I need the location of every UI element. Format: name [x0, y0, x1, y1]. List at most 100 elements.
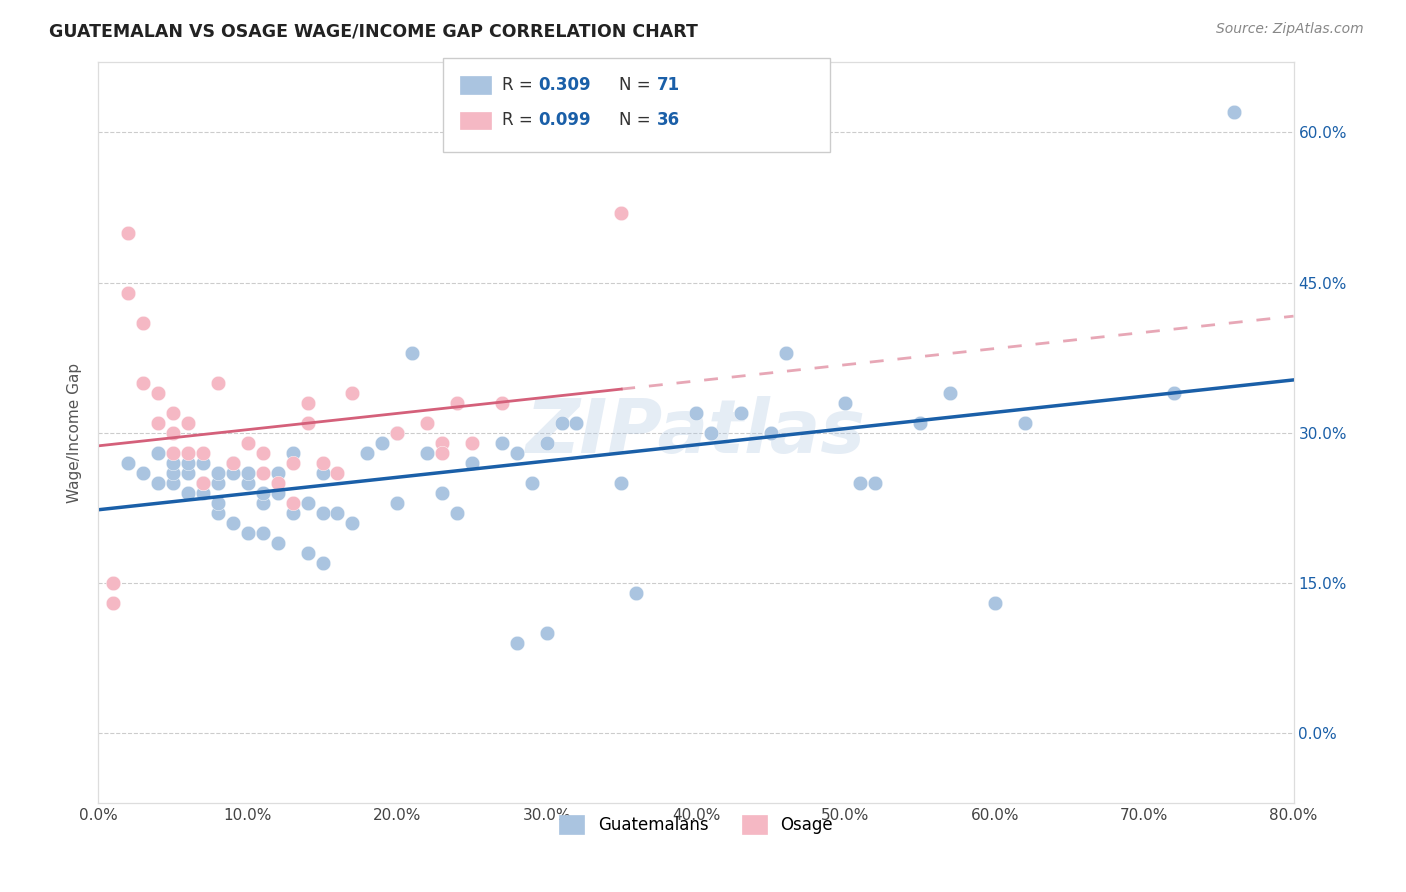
- Text: 0.309: 0.309: [538, 76, 591, 94]
- Point: [222, 456, 245, 470]
- Point: [148, 416, 170, 430]
- Point: [222, 466, 245, 480]
- Point: [236, 466, 259, 480]
- Point: [342, 516, 364, 530]
- Point: [430, 445, 453, 459]
- Point: [252, 445, 274, 459]
- Point: [177, 466, 200, 480]
- Point: [491, 395, 513, 409]
- Point: [461, 456, 484, 470]
- Point: [385, 496, 409, 510]
- Point: [132, 466, 155, 480]
- Point: [775, 345, 797, 359]
- Point: [191, 445, 214, 459]
- Point: [730, 406, 752, 420]
- Point: [162, 475, 184, 490]
- Point: [311, 456, 333, 470]
- Point: [908, 416, 931, 430]
- Point: [520, 475, 543, 490]
- Legend: Guatemalans, Osage: Guatemalans, Osage: [551, 806, 841, 843]
- Point: [385, 425, 409, 440]
- Point: [297, 416, 319, 430]
- Y-axis label: Wage/Income Gap: Wage/Income Gap: [67, 362, 83, 503]
- Point: [103, 575, 125, 590]
- Point: [267, 535, 290, 549]
- Point: [834, 395, 856, 409]
- Point: [939, 385, 962, 400]
- Point: [326, 466, 349, 480]
- Point: [148, 475, 170, 490]
- Point: [207, 506, 229, 520]
- Point: [461, 435, 484, 450]
- Point: [207, 376, 229, 390]
- Text: ZIPatlas: ZIPatlas: [526, 396, 866, 469]
- Point: [565, 416, 588, 430]
- Point: [491, 435, 513, 450]
- Point: [162, 445, 184, 459]
- Point: [984, 596, 1007, 610]
- Point: [416, 445, 439, 459]
- Point: [103, 596, 125, 610]
- Point: [162, 466, 184, 480]
- Text: R =: R =: [502, 76, 538, 94]
- Point: [610, 475, 633, 490]
- Point: [148, 385, 170, 400]
- Point: [1163, 385, 1185, 400]
- Point: [1223, 105, 1246, 120]
- Text: N =: N =: [619, 76, 655, 94]
- Point: [610, 205, 633, 219]
- Point: [506, 445, 529, 459]
- Text: 36: 36: [657, 112, 679, 129]
- Point: [267, 466, 290, 480]
- Point: [536, 435, 558, 450]
- Point: [849, 475, 872, 490]
- Point: [236, 435, 259, 450]
- Point: [371, 435, 394, 450]
- Point: [267, 475, 290, 490]
- Point: [446, 506, 468, 520]
- Point: [252, 485, 274, 500]
- Text: N =: N =: [619, 112, 655, 129]
- Point: [148, 445, 170, 459]
- Point: [207, 475, 229, 490]
- Point: [177, 485, 200, 500]
- Point: [700, 425, 723, 440]
- Text: 0.099: 0.099: [538, 112, 591, 129]
- Point: [685, 406, 707, 420]
- Point: [117, 285, 139, 300]
- Point: [222, 456, 245, 470]
- Point: [191, 485, 214, 500]
- Point: [356, 445, 378, 459]
- Point: [865, 475, 887, 490]
- Point: [222, 516, 245, 530]
- Point: [626, 585, 648, 599]
- Point: [550, 416, 572, 430]
- Point: [311, 466, 333, 480]
- Point: [311, 506, 333, 520]
- Point: [326, 506, 349, 520]
- Text: GUATEMALAN VS OSAGE WAGE/INCOME GAP CORRELATION CHART: GUATEMALAN VS OSAGE WAGE/INCOME GAP CORR…: [49, 22, 699, 40]
- Text: 71: 71: [657, 76, 679, 94]
- Point: [252, 496, 274, 510]
- Point: [236, 475, 259, 490]
- Point: [117, 226, 139, 240]
- Point: [162, 456, 184, 470]
- Point: [446, 395, 468, 409]
- Point: [430, 435, 453, 450]
- Text: R =: R =: [502, 112, 538, 129]
- Point: [1014, 416, 1036, 430]
- Point: [342, 385, 364, 400]
- Point: [385, 425, 409, 440]
- Point: [759, 425, 782, 440]
- Point: [236, 525, 259, 540]
- Point: [162, 425, 184, 440]
- Point: [281, 506, 304, 520]
- Point: [177, 456, 200, 470]
- Point: [207, 496, 229, 510]
- Point: [191, 456, 214, 470]
- Text: Source: ZipAtlas.com: Source: ZipAtlas.com: [1216, 22, 1364, 37]
- Point: [297, 395, 319, 409]
- Point: [536, 625, 558, 640]
- Point: [132, 376, 155, 390]
- Point: [430, 485, 453, 500]
